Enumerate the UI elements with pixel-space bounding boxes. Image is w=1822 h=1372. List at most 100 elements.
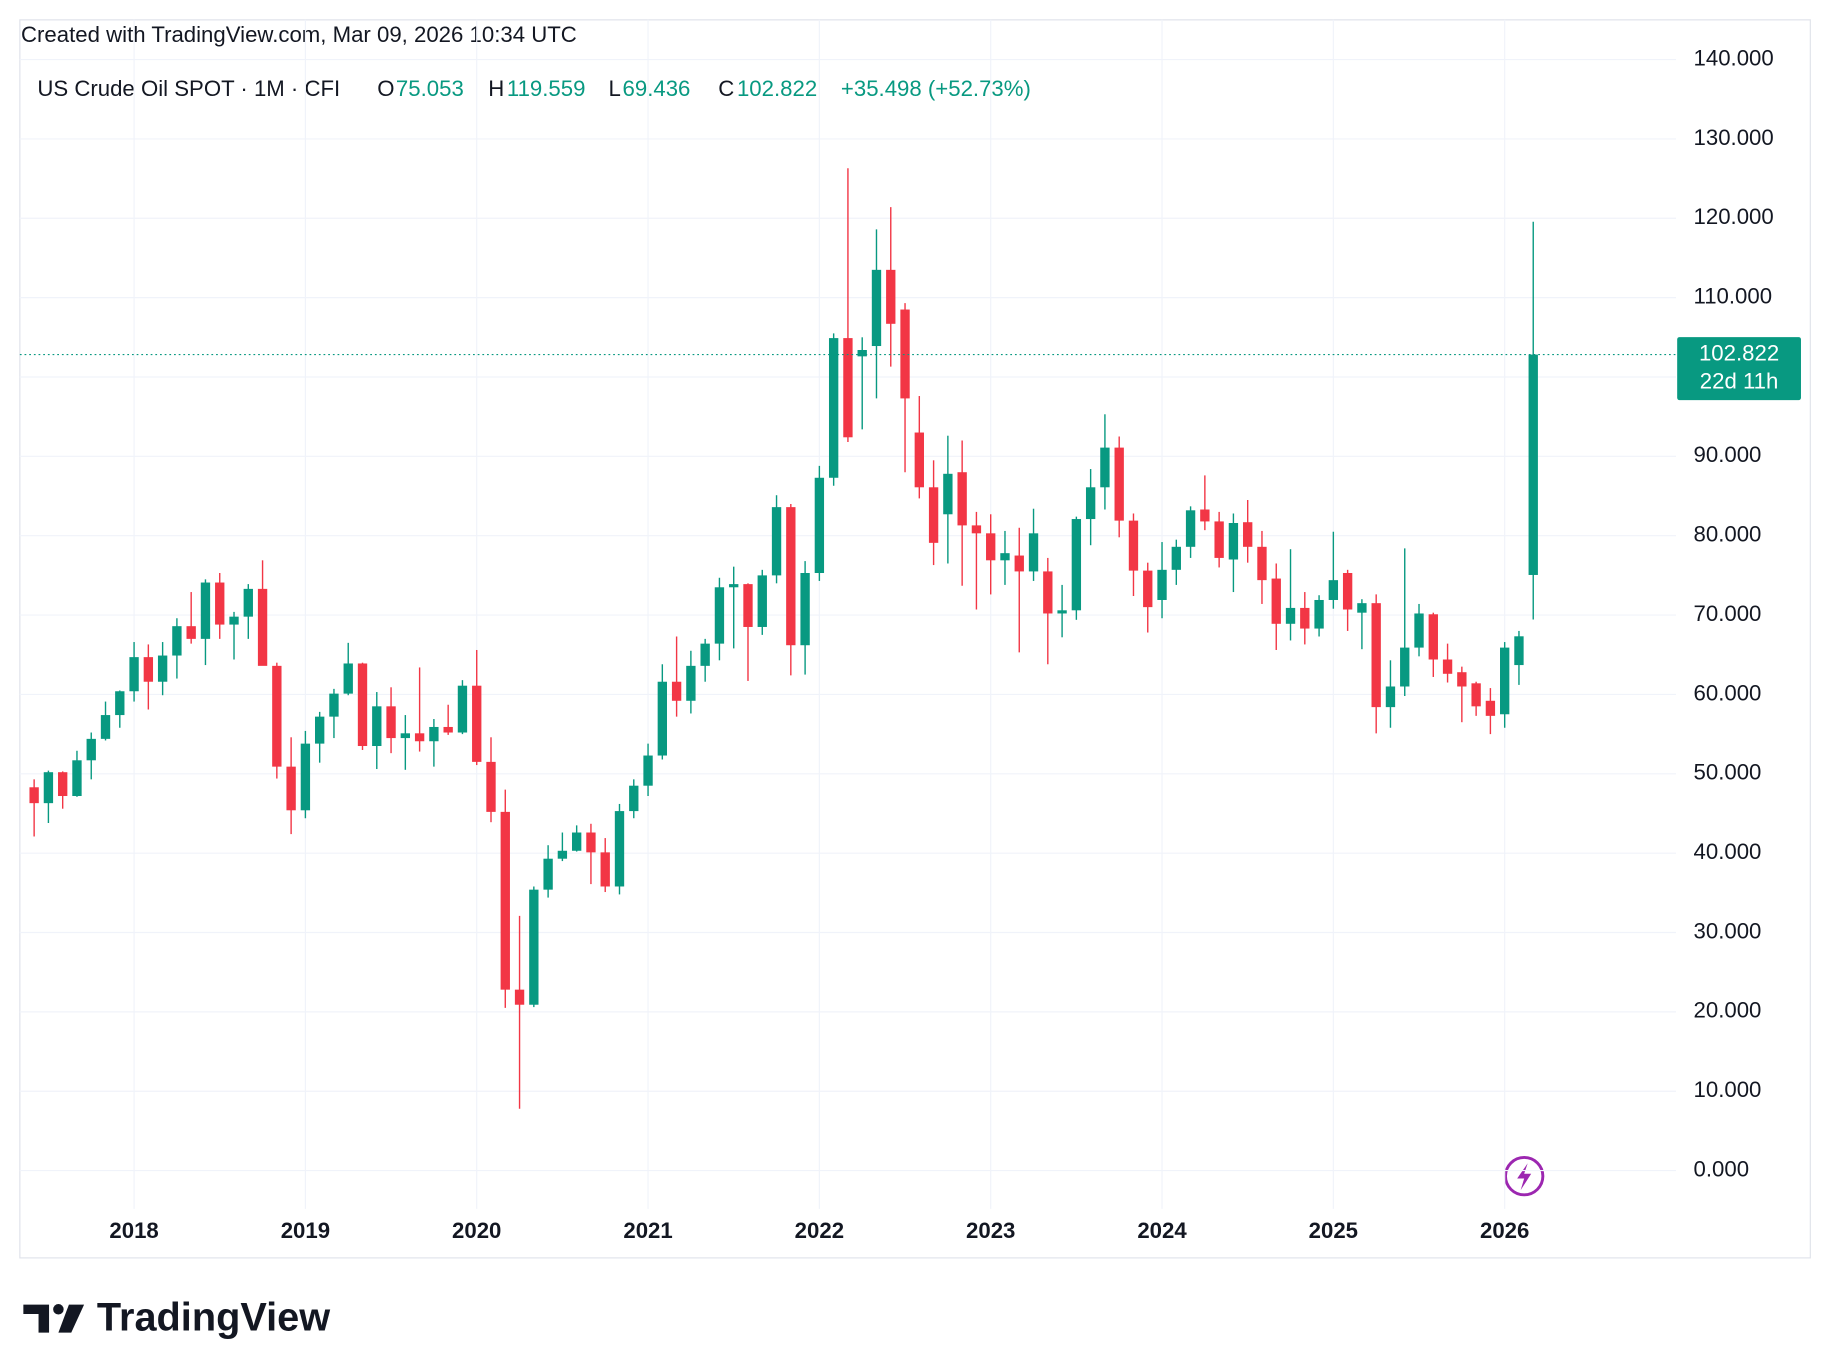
candle-body (1257, 546, 1267, 581)
y-tick-label: 130.000 (1694, 125, 1774, 150)
candle-body (186, 626, 196, 639)
candle-body (543, 858, 553, 890)
candle-body (1300, 607, 1310, 629)
candle-body (757, 575, 767, 627)
candle-body (1400, 647, 1410, 687)
candle-body (1043, 571, 1053, 614)
candle-body (400, 733, 411, 739)
candle-body (272, 665, 282, 767)
candle-body (1414, 613, 1424, 648)
candle-body (357, 663, 368, 747)
candle-body (115, 691, 125, 716)
x-tick-label: 2021 (623, 1218, 672, 1243)
candle-body (1114, 447, 1124, 521)
candle-body (100, 715, 111, 739)
x-tick-label: 2025 (1309, 1218, 1358, 1243)
candle-body (457, 685, 468, 733)
candle-body (1014, 555, 1024, 572)
candle-body (986, 533, 996, 561)
candle-body (1371, 603, 1381, 708)
candle-body (1243, 522, 1253, 547)
candle-body (58, 772, 68, 797)
candle-body (1442, 659, 1453, 674)
ohlc-value: 75.053 (396, 76, 464, 101)
candle-body (629, 785, 639, 812)
candles (29, 168, 1538, 1109)
chart-title: US Crude Oil SPOT · 1M · CFI (37, 76, 340, 101)
candle-body (414, 733, 425, 742)
candle-body (1200, 509, 1210, 522)
candle-body (614, 811, 625, 887)
candle-body (514, 989, 525, 1005)
branding: TradingView (97, 1295, 330, 1339)
y-tick-label: 80.000 (1694, 522, 1762, 547)
candle-body (1328, 580, 1339, 600)
candle-body (1528, 354, 1538, 575)
candle-body (800, 573, 810, 646)
candle-body (928, 487, 939, 543)
candle-body (1500, 647, 1510, 715)
alert-icon[interactable] (1504, 1155, 1545, 1197)
logo (23, 1304, 85, 1333)
x-tick-label: 2019 (281, 1218, 330, 1243)
candle-body (671, 681, 682, 701)
candle-body (343, 663, 353, 694)
candle-body (1157, 569, 1167, 600)
ohlc-letter: C (718, 76, 734, 101)
candle-body (1085, 487, 1096, 520)
y-tick-label: 0.000 (1694, 1156, 1750, 1181)
y-tick-label: 10.000 (1694, 1077, 1762, 1102)
candle-body (1143, 570, 1153, 608)
candle-body (372, 706, 382, 747)
candle-body (600, 852, 610, 887)
candle-body (1171, 546, 1181, 570)
candle-body (1357, 603, 1367, 613)
candle-body (1228, 523, 1239, 560)
candle-body (1128, 520, 1139, 571)
chart-frame (19, 19, 1811, 1259)
candle-body (286, 766, 296, 811)
candle-body (429, 726, 439, 742)
candle-body (1000, 553, 1010, 561)
candle-body (914, 432, 924, 488)
candle-body (686, 665, 696, 701)
candle-body (1385, 686, 1396, 708)
candle-body (971, 525, 982, 534)
candle-body (828, 338, 839, 478)
candle-body (1271, 578, 1281, 624)
candle-body (29, 787, 39, 804)
candle-body (857, 349, 867, 357)
candle-body (529, 889, 539, 1005)
candle-body (329, 693, 339, 717)
ohlc-value: 119.559 (507, 76, 586, 101)
candle-body (72, 760, 82, 797)
price-tag (1677, 337, 1801, 401)
candle-body (1028, 533, 1039, 572)
candle-body (700, 643, 710, 666)
candle-body (1314, 599, 1324, 629)
candle-body (486, 761, 496, 812)
candle-body (86, 738, 96, 761)
candle-body (215, 582, 225, 625)
candle-body (814, 477, 825, 574)
ohlc-letter: O (377, 76, 394, 101)
x-tick-label: 2020 (452, 1218, 501, 1243)
candle-body (300, 743, 311, 811)
candle-body (500, 811, 510, 990)
candle-body (157, 655, 168, 682)
candle-body (43, 772, 54, 804)
candle-body (643, 755, 653, 786)
x-tick-label: 2026 (1480, 1218, 1529, 1243)
ohlc-letter: L (609, 76, 621, 101)
candle-body (657, 681, 667, 756)
candle-body (1471, 683, 1481, 707)
candle-body (315, 716, 325, 744)
candle-body (1214, 521, 1224, 558)
candle-body (386, 706, 396, 739)
candle-body (1428, 614, 1438, 660)
candle-body (143, 657, 154, 682)
price-tag-value: 102.822 (1699, 340, 1779, 365)
y-tick-label: 140.000 (1694, 45, 1774, 70)
candle-body (1100, 447, 1110, 488)
